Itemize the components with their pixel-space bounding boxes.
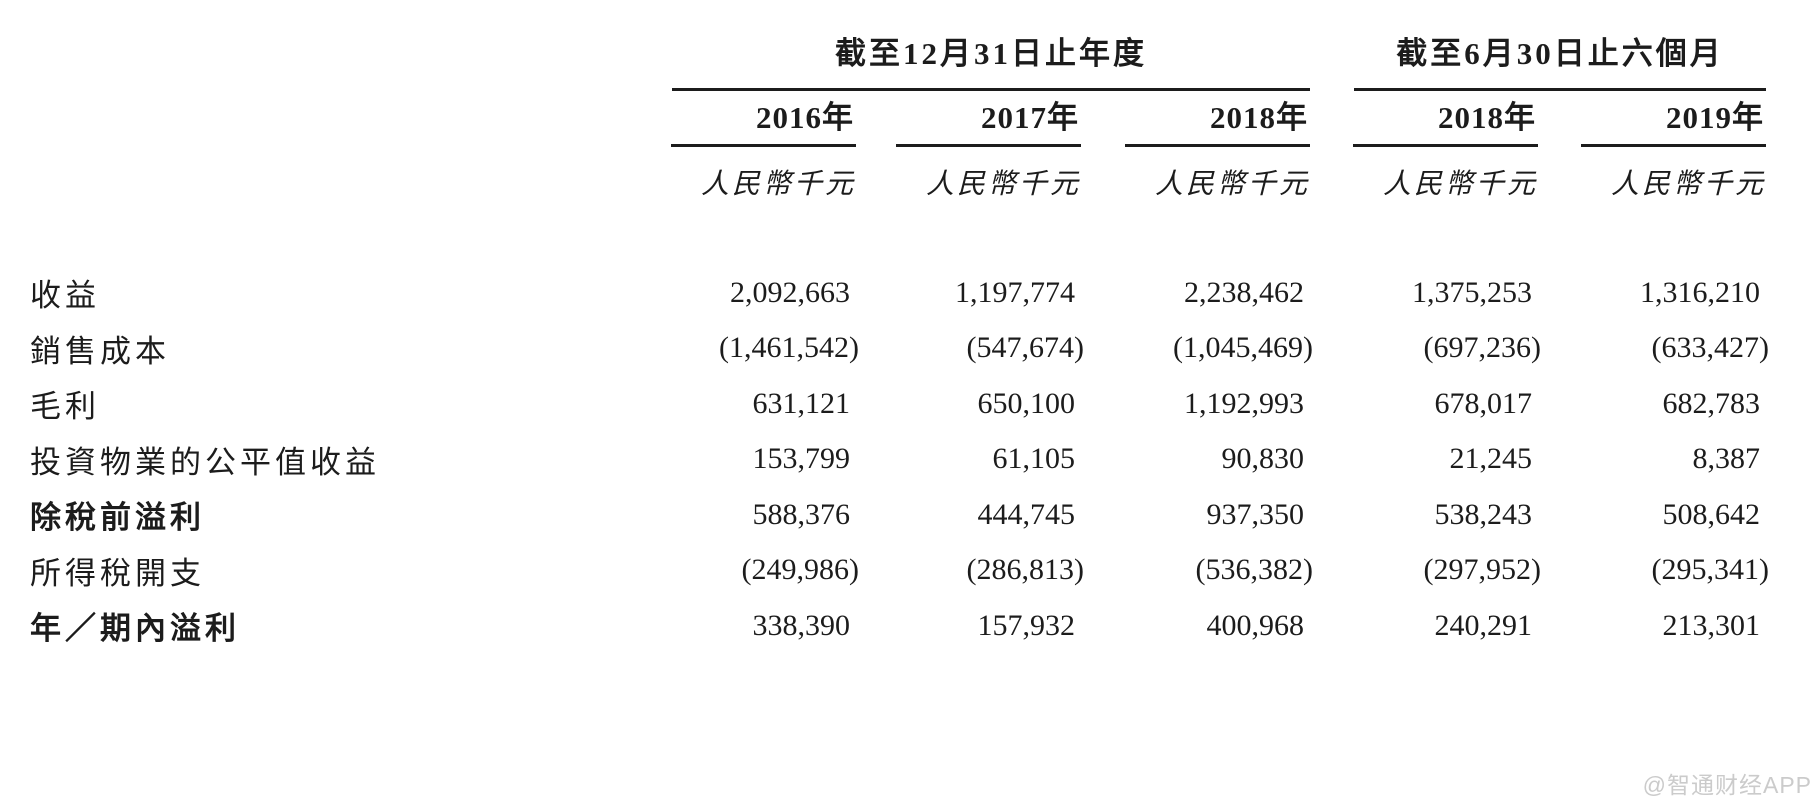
cell-value: 682,783 bbox=[1662, 386, 1761, 420]
cell-value: (697,236) bbox=[1423, 331, 1541, 365]
column-group-label: 截至12月31日止年度 bbox=[835, 36, 1147, 71]
cell-value: (536,382) bbox=[1195, 553, 1313, 587]
cell-value: 153,799 bbox=[752, 442, 851, 476]
row-label: 除稅前溢利 bbox=[30, 500, 205, 536]
cell-value: 157,932 bbox=[977, 608, 1076, 642]
group-underline bbox=[1354, 88, 1766, 91]
table-row-fair-value-gains: 投資物業的公平值收益 153,799 61,105 90,830 21,245 … bbox=[30, 432, 1766, 488]
cell-value: 588,376 bbox=[752, 497, 851, 531]
cell-value: 1,192,993 bbox=[1184, 386, 1304, 420]
cell-value: 61,105 bbox=[992, 442, 1076, 476]
cell-value: 240,291 bbox=[1434, 608, 1533, 642]
unit-header-row: 人民幣千元 人民幣千元 人民幣千元 人民幣千元 人民幣千元 bbox=[30, 147, 1766, 207]
unit-label: 人民幣千元 bbox=[1154, 169, 1310, 200]
table-row-profit-before-tax: 除稅前溢利 588,376 444,745 937,350 538,243 50… bbox=[30, 487, 1766, 543]
group-underline bbox=[672, 88, 1310, 91]
cell-value: 90,830 bbox=[1221, 442, 1305, 476]
row-label: 年／期內溢利 bbox=[30, 611, 240, 647]
unit-label: 人民幣千元 bbox=[1610, 169, 1766, 200]
column-group-year-ended-dec31: 截至12月31日止年度 bbox=[631, 34, 1310, 91]
year-header-2017: 2017年 bbox=[856, 91, 1081, 147]
table-row-profit-for-period: 年／期內溢利 338,390 157,932 400,968 240,291 2… bbox=[30, 598, 1766, 654]
cell-value: 400,968 bbox=[1206, 608, 1305, 642]
cell-value: (633,427) bbox=[1651, 331, 1769, 365]
cell-value: (286,813) bbox=[966, 553, 1084, 587]
table-row-gross-profit: 毛利 631,121 650,100 1,192,993 678,017 682… bbox=[30, 376, 1766, 432]
unit-label: 人民幣千元 bbox=[925, 169, 1081, 200]
cell-value: (547,674) bbox=[966, 331, 1084, 365]
cell-value: 937,350 bbox=[1206, 497, 1305, 531]
column-group-header-row: 截至12月31日止年度 截至6月30日止六個月 bbox=[30, 34, 1766, 91]
cell-value: (1,045,469) bbox=[1173, 331, 1313, 365]
year-header-row: 2016年 2017年 2018年 2018年 2019年 bbox=[30, 91, 1766, 147]
column-group-label: 截至6月30日止六個月 bbox=[1396, 36, 1724, 71]
row-label: 毛利 bbox=[30, 389, 100, 425]
financial-table: 截至12月31日止年度 截至6月30日止六個月 2016年 2017年 2018… bbox=[30, 0, 1769, 654]
cell-value: (297,952) bbox=[1423, 553, 1541, 587]
cell-value: 2,092,663 bbox=[730, 275, 850, 309]
cell-value: (249,986) bbox=[741, 553, 859, 587]
empty-label-cell bbox=[30, 34, 631, 91]
row-label: 銷售成本 bbox=[30, 333, 170, 369]
column-underline bbox=[1353, 144, 1538, 147]
cell-value: 538,243 bbox=[1434, 497, 1533, 531]
cell-value: (295,341) bbox=[1651, 553, 1769, 587]
cell-value: 1,375,253 bbox=[1412, 275, 1532, 309]
cell-value: 444,745 bbox=[977, 497, 1076, 531]
unit-label: 人民幣千元 bbox=[1382, 169, 1538, 200]
row-label: 投資物業的公平值收益 bbox=[30, 444, 380, 480]
row-label: 所得稅開支 bbox=[30, 555, 205, 591]
column-underline bbox=[1581, 144, 1766, 147]
unit-label: 人民幣千元 bbox=[700, 169, 856, 200]
empty-label-cell bbox=[30, 91, 631, 147]
header-body-spacer bbox=[30, 207, 1766, 265]
cell-value: 508,642 bbox=[1662, 497, 1761, 531]
cell-value: 2,238,462 bbox=[1184, 275, 1304, 309]
column-underline bbox=[896, 144, 1081, 147]
table-row-revenue: 收益 2,092,663 1,197,774 2,238,462 1,375,2… bbox=[30, 265, 1766, 321]
table-row-cost-of-sales: 銷售成本 (1,461,542) (547,674) (1,045,469) (… bbox=[30, 321, 1769, 377]
cell-value: 213,301 bbox=[1662, 608, 1761, 642]
year-header-2016: 2016年 bbox=[631, 91, 856, 147]
cell-value: 1,316,210 bbox=[1640, 275, 1760, 309]
year-header-2018-interim: 2018年 bbox=[1310, 91, 1538, 147]
cell-value: 8,387 bbox=[1692, 442, 1761, 476]
cell-value: 678,017 bbox=[1434, 386, 1533, 420]
cell-value: 631,121 bbox=[752, 386, 851, 420]
cell-value: (1,461,542) bbox=[719, 331, 859, 365]
table-row-income-tax-expense: 所得稅開支 (249,986) (286,813) (536,382) (297… bbox=[30, 543, 1769, 599]
year-header-2019-interim: 2019年 bbox=[1538, 91, 1766, 147]
column-group-six-months-jun30: 截至6月30日止六個月 bbox=[1310, 34, 1766, 91]
cell-value: 338,390 bbox=[752, 608, 851, 642]
column-underline bbox=[1125, 144, 1310, 147]
year-header-2018: 2018年 bbox=[1081, 91, 1310, 147]
empty-label-cell bbox=[30, 147, 631, 207]
cell-value: 21,245 bbox=[1449, 442, 1533, 476]
cell-value: 1,197,774 bbox=[955, 275, 1075, 309]
cell-value: 650,100 bbox=[977, 386, 1076, 420]
row-label: 收益 bbox=[30, 278, 100, 314]
watermark: @智通财经APP bbox=[1642, 772, 1812, 798]
column-underline bbox=[671, 144, 856, 147]
